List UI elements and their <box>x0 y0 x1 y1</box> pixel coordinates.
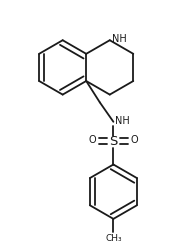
Text: CH₃: CH₃ <box>105 234 122 243</box>
Text: O: O <box>131 135 139 145</box>
Text: S: S <box>109 135 118 148</box>
Text: NH: NH <box>112 34 126 44</box>
Text: NH: NH <box>115 116 130 126</box>
Text: O: O <box>88 135 96 145</box>
